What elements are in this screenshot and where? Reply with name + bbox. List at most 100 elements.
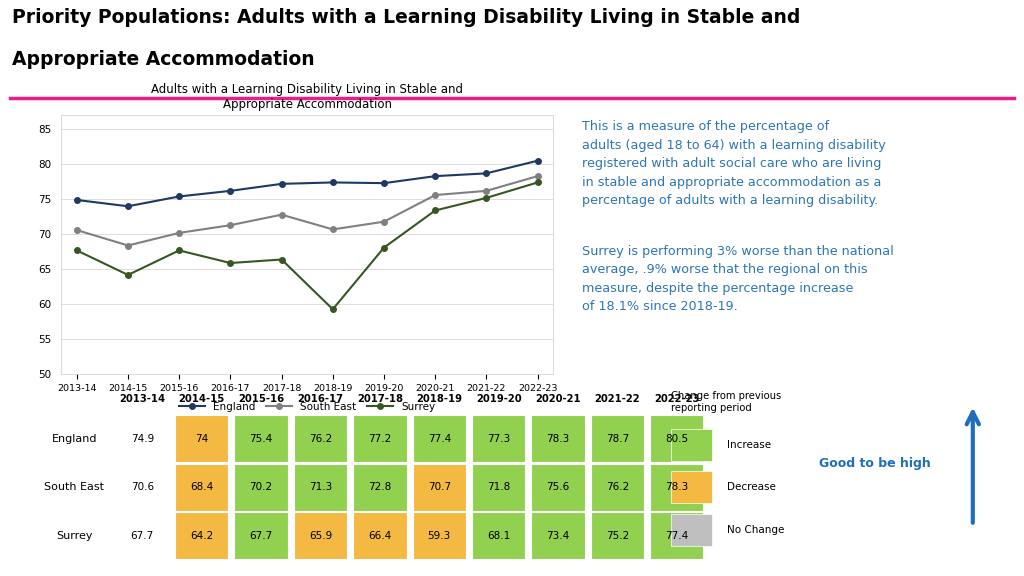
Text: 71.8: 71.8: [487, 482, 510, 492]
England: [531, 157, 544, 164]
Bar: [531, 512, 585, 559]
Bar: [353, 464, 407, 511]
Text: 77.4: 77.4: [666, 530, 688, 541]
Text: 76.2: 76.2: [309, 434, 332, 444]
England: [429, 173, 441, 180]
Text: 2019-20: 2019-20: [476, 393, 521, 404]
England: [173, 193, 185, 200]
Bar: [353, 512, 407, 559]
Surrey: [378, 244, 390, 251]
Bar: [413, 415, 466, 463]
Text: 78.7: 78.7: [606, 434, 629, 444]
Bar: [472, 464, 525, 511]
Bar: [472, 512, 525, 559]
Text: 78.3: 78.3: [547, 434, 569, 444]
South East: [378, 218, 390, 225]
Text: 72.8: 72.8: [369, 482, 391, 492]
Text: 70.7: 70.7: [428, 482, 451, 492]
Bar: [175, 464, 228, 511]
Text: Surrey is performing 3% worse than the national
average, .9% worse that the regi: Surrey is performing 3% worse than the n…: [582, 245, 894, 313]
Text: 75.2: 75.2: [606, 530, 629, 541]
Text: 64.2: 64.2: [190, 530, 213, 541]
Text: 2022-23: 2022-23: [654, 393, 699, 404]
Text: 2013-14: 2013-14: [119, 393, 166, 404]
Surrey: [71, 247, 83, 254]
Bar: [591, 415, 644, 463]
Line: England: England: [74, 158, 541, 209]
Text: 2015-16: 2015-16: [238, 393, 285, 404]
Bar: [175, 512, 228, 559]
Text: 2017-18: 2017-18: [357, 393, 402, 404]
Text: 80.5: 80.5: [666, 434, 688, 444]
South East: [429, 192, 441, 199]
Bar: [413, 512, 466, 559]
Bar: [531, 415, 585, 463]
Bar: [650, 464, 703, 511]
Text: 65.9: 65.9: [309, 530, 332, 541]
Text: 67.7: 67.7: [250, 530, 272, 541]
Text: 2021-22: 2021-22: [595, 393, 640, 404]
Text: 75.6: 75.6: [547, 482, 569, 492]
Text: 74.9: 74.9: [131, 434, 154, 444]
Bar: [671, 429, 712, 461]
Bar: [531, 464, 585, 511]
Text: 68.4: 68.4: [190, 482, 213, 492]
Bar: [472, 415, 525, 463]
Text: 2014-15: 2014-15: [178, 393, 225, 404]
Bar: [671, 471, 712, 503]
South East: [224, 222, 237, 229]
Text: 77.4: 77.4: [428, 434, 451, 444]
Bar: [591, 464, 644, 511]
England: [378, 180, 390, 187]
Text: 70.6: 70.6: [131, 482, 154, 492]
Text: 77.3: 77.3: [487, 434, 510, 444]
Bar: [234, 415, 288, 463]
Text: 75.4: 75.4: [250, 434, 272, 444]
Text: 59.3: 59.3: [428, 530, 451, 541]
Bar: [294, 464, 347, 511]
Text: This is a measure of the percentage of
adults (aged 18 to 64) with a learning di: This is a measure of the percentage of a…: [582, 120, 886, 207]
Text: 78.3: 78.3: [666, 482, 688, 492]
England: [327, 179, 339, 186]
Bar: [234, 512, 288, 559]
Text: Change from previous
reporting period: Change from previous reporting period: [671, 391, 781, 413]
Line: South East: South East: [74, 173, 541, 248]
Bar: [650, 415, 703, 463]
Text: 77.2: 77.2: [369, 434, 391, 444]
South East: [122, 242, 134, 249]
England: [275, 180, 288, 187]
Text: South East: South East: [44, 482, 104, 492]
Text: 2016-17: 2016-17: [298, 393, 343, 404]
South East: [71, 226, 83, 233]
Bar: [294, 512, 347, 559]
Text: 67.7: 67.7: [131, 530, 154, 541]
Surrey: [275, 256, 288, 263]
Text: Decrease: Decrease: [727, 482, 776, 492]
Surrey: [531, 179, 544, 186]
England: [122, 203, 134, 210]
Text: No Change: No Change: [727, 525, 784, 535]
South East: [173, 229, 185, 236]
Text: 70.2: 70.2: [250, 482, 272, 492]
Text: Surrey: Surrey: [56, 530, 92, 541]
Legend: England, South East, Surrey: England, South East, Surrey: [175, 397, 439, 416]
Text: Good to be high: Good to be high: [819, 457, 931, 469]
Bar: [175, 415, 228, 463]
England: [224, 187, 237, 194]
Text: 71.3: 71.3: [309, 482, 332, 492]
Title: Adults with a Learning Disability Living in Stable and
Appropriate Accommodation: Adults with a Learning Disability Living…: [152, 84, 463, 111]
Bar: [294, 415, 347, 463]
England: [71, 196, 83, 203]
Surrey: [429, 207, 441, 214]
Bar: [671, 514, 712, 546]
Bar: [234, 464, 288, 511]
Line: Surrey: Surrey: [74, 180, 541, 312]
Text: Appropriate Accommodation: Appropriate Accommodation: [12, 50, 315, 69]
Text: England: England: [51, 434, 97, 444]
Text: Increase: Increase: [727, 440, 771, 450]
Surrey: [173, 247, 185, 254]
South East: [531, 173, 544, 180]
Text: 74: 74: [196, 434, 208, 444]
Surrey: [122, 271, 134, 278]
South East: [275, 211, 288, 218]
